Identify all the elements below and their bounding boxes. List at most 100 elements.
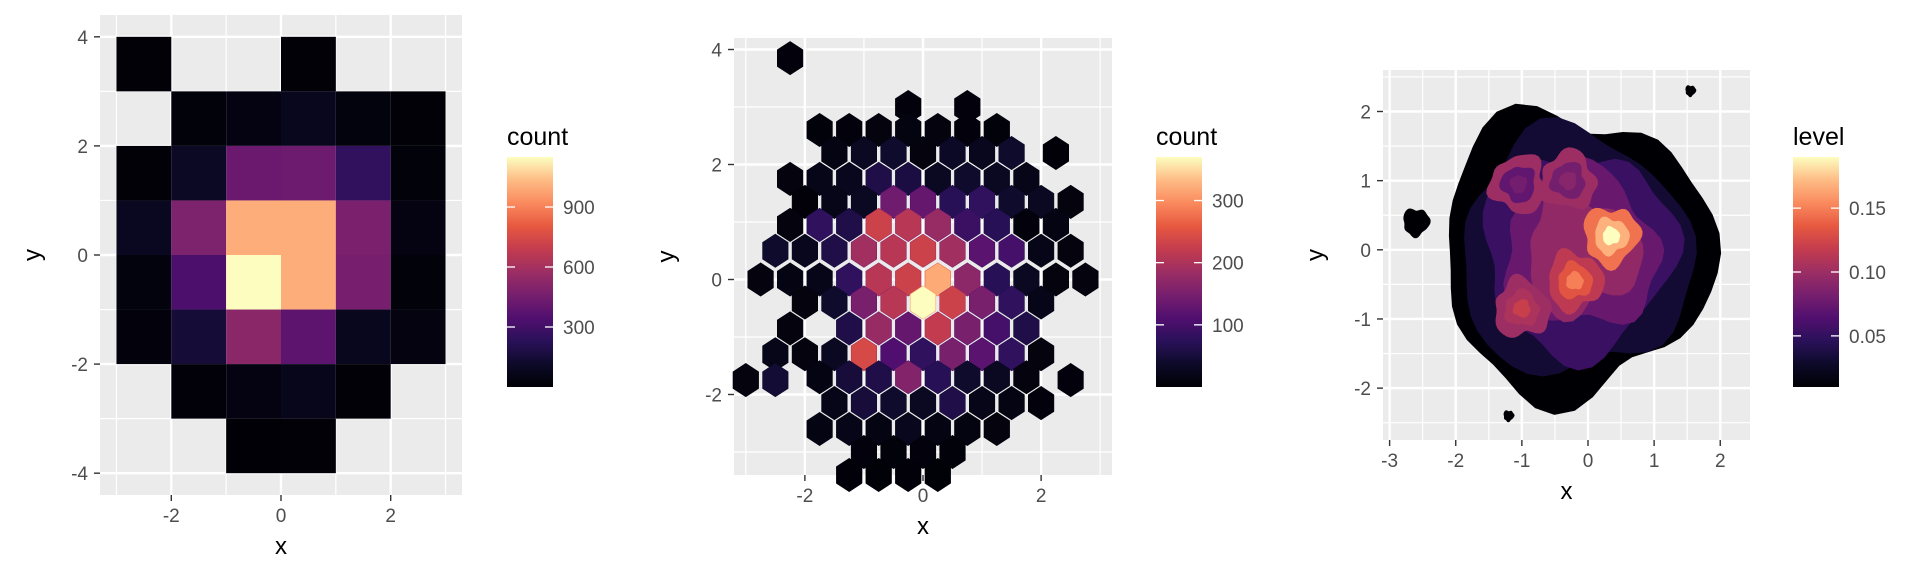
hex-cell (983, 112, 1010, 148)
hex-cell (880, 337, 907, 372)
bin-tile (390, 91, 446, 146)
hex-cell (983, 262, 1010, 297)
hex-cell (836, 360, 863, 395)
hex-cell (954, 262, 981, 297)
hex-cell (1057, 184, 1084, 219)
bin-tile (226, 145, 281, 201)
hex-cell (747, 262, 774, 297)
legend-title: level (1793, 123, 1844, 151)
legend-tick-label: 600 (563, 258, 595, 279)
bin-tile (335, 309, 391, 365)
hex-cell (836, 112, 863, 148)
hex-cell (909, 337, 937, 372)
hex-cell (1028, 184, 1055, 219)
hex-cell (821, 233, 848, 268)
hex-cell (924, 112, 951, 148)
hex-cell (880, 135, 907, 171)
hex-cell (821, 184, 848, 219)
density-peak-core (1512, 299, 1531, 318)
chart-panel-hexbin: -2 0 2 -2 0 2 4 x y count 100 200 300 (653, 38, 1244, 540)
hex-cell (776, 262, 804, 297)
bin-tile (226, 255, 281, 310)
legend-tick-label: 900 (563, 198, 595, 219)
hex-cell (791, 285, 819, 320)
bin-tile (335, 255, 391, 310)
density-peak-core (1602, 225, 1621, 246)
hex-cell (850, 386, 878, 421)
bin-tile (281, 364, 336, 419)
hex-cell (909, 434, 937, 470)
hex-cell (1013, 262, 1040, 297)
x-tick-label: 1 (1649, 451, 1660, 472)
hex-cell (1028, 386, 1055, 421)
chart-panel-density_2d_filled: -3 -2 -1 0 1 2 -2 -1 0 1 2 x y level 0.05 0.10 0.15 (1302, 70, 1886, 505)
hex-cell (924, 262, 951, 297)
hex-cell (954, 360, 981, 395)
bin-tile (390, 255, 446, 310)
y-tick-label: 4 (77, 28, 88, 49)
hex-cell (939, 386, 966, 421)
hex-cell (821, 135, 848, 171)
bin-tile (335, 364, 391, 419)
hex-cell (806, 262, 833, 297)
bin-tile (335, 200, 391, 255)
legend-tick-label: 0.15 (1849, 199, 1886, 220)
hex-cell (998, 135, 1025, 171)
hex-cell (821, 386, 848, 421)
density-outlier-blob (1503, 410, 1515, 423)
y-axis-label: y (19, 249, 46, 261)
hex-cell (776, 161, 804, 196)
bin-tile (281, 36, 336, 92)
hex-cell (895, 457, 922, 493)
legend: count 100 200 300 (1156, 123, 1244, 387)
hex-cell (954, 161, 981, 196)
bin-tile (335, 145, 391, 201)
hex-cell (850, 233, 878, 268)
x-tick-label: 0 (918, 486, 929, 507)
hex-cell (924, 360, 951, 395)
x-tick-label: -3 (1381, 451, 1398, 472)
hex-cell (791, 184, 819, 219)
y-tick-label: 2 (711, 156, 722, 177)
x-tick-label: 0 (1583, 451, 1594, 472)
hex-cell (909, 135, 937, 171)
bin-tile (116, 309, 172, 365)
hex-cell (939, 233, 966, 268)
hex-cell (924, 161, 951, 196)
density-outlier-blob (1685, 85, 1697, 98)
hex-cell (850, 184, 878, 219)
hex-cell (1028, 233, 1055, 268)
hex-cell (836, 161, 863, 196)
hex-cell (880, 184, 907, 219)
hex-cell (924, 207, 951, 242)
hex-cell (776, 41, 804, 76)
y-tick-label: -2 (705, 386, 722, 407)
hex-cell (806, 411, 833, 447)
hex-cell (998, 184, 1025, 219)
bin-tile (281, 309, 336, 365)
x-tick-label: -2 (796, 486, 813, 507)
hex-cell (836, 411, 863, 447)
hex-cell (895, 112, 922, 148)
hex-cell (968, 135, 996, 171)
legend: count 300 600 900 (507, 123, 595, 387)
bin-tile (226, 91, 281, 146)
hex-cell (865, 360, 892, 395)
bin-tile (281, 91, 336, 146)
legend-tick-label: 0.05 (1849, 327, 1886, 348)
hex-cell (836, 262, 863, 297)
x-axis-label: x (275, 533, 287, 560)
x-axis-label: x (917, 513, 929, 540)
bin-tile (390, 309, 446, 365)
hex-cell (895, 207, 922, 242)
hex-cell (1057, 233, 1084, 268)
hex-cell (1013, 311, 1040, 346)
bin-tile (171, 200, 227, 255)
x-tick-label: 2 (385, 506, 396, 527)
legend-title: count (507, 123, 568, 151)
y-axis-label: y (1302, 249, 1329, 261)
hex-cell (998, 337, 1025, 372)
legend-colorbar (507, 157, 553, 387)
bin-tile (226, 418, 281, 474)
y-axis-label: y (653, 251, 680, 263)
